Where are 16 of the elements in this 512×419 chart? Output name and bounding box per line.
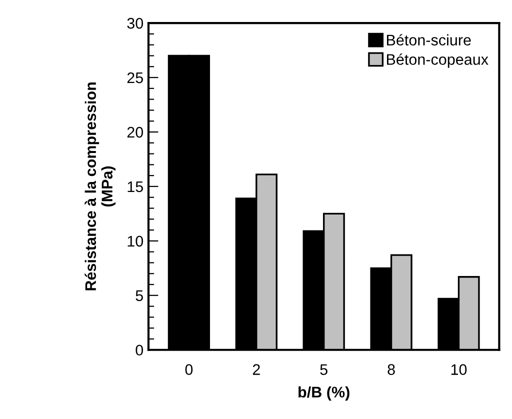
y-axis-title: Résistance à la compression (MPa) (84, 82, 116, 290)
y-tick-label: 20 (127, 126, 144, 138)
y-tick-label: 10 (128, 236, 144, 247)
x-tick-label: 2 (252, 364, 260, 375)
x-tick-label: 10 (451, 364, 467, 375)
y-tick-label: 15 (128, 181, 143, 192)
x-axis-title: b/B (%) (298, 386, 350, 401)
x-tick-label: 5 (320, 364, 328, 375)
y-tick-label: 5 (136, 290, 143, 302)
y-tick-label: 25 (127, 72, 143, 84)
legend-label: Béton-copeaux (386, 53, 488, 68)
legend-label: Béton-sciure (386, 34, 471, 46)
x-tick-label: 0 (185, 364, 193, 375)
y-tick-label: 0 (136, 344, 144, 356)
y-tick-label: 30 (127, 18, 144, 29)
x-tick-label: 8 (388, 364, 395, 375)
